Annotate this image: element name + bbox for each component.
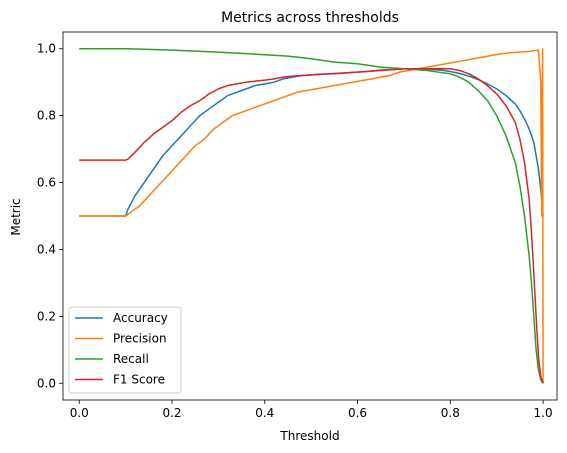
legend-items: Accuracy Precision Recall F1 Score xyxy=(75,311,168,387)
y-tick-label: 0.2 xyxy=(37,309,56,323)
series-line-recall xyxy=(79,47,544,384)
plot-lines xyxy=(79,47,544,384)
x-tick-label: 0.6 xyxy=(348,406,367,420)
y-tick-label: 0.6 xyxy=(37,176,56,190)
y-tick-label: 1.0 xyxy=(37,42,56,56)
x-tick-label: 0.8 xyxy=(441,406,460,420)
plot-frame xyxy=(62,31,558,401)
legend-label-accuracy: Accuracy xyxy=(113,311,168,325)
x-tick-label: 0.4 xyxy=(255,406,274,420)
legend-label-recall: Recall xyxy=(113,352,149,366)
x-tick-label: 0.2 xyxy=(162,406,181,420)
y-axis-label: Metric xyxy=(9,198,23,235)
legend-frame xyxy=(68,306,182,394)
legend-label-f1-score: F1 Score xyxy=(113,373,165,387)
y-axis-ticks: 0.0 0.2 0.4 0.6 0.8 1.0 xyxy=(37,42,63,390)
x-tick-label: 0.0 xyxy=(70,406,89,420)
y-tick-label: 0.0 xyxy=(37,376,56,390)
series-line-precision xyxy=(79,47,544,384)
legend: Accuracy Precision Recall F1 Score xyxy=(68,306,182,394)
x-axis-label: Threshold xyxy=(279,429,339,443)
y-tick-label: 0.4 xyxy=(37,242,56,256)
x-tick-label: 1.0 xyxy=(534,406,553,420)
legend-label-precision: Precision xyxy=(113,332,167,346)
series-line-accuracy xyxy=(79,68,544,217)
series-line-f1-score xyxy=(79,68,544,384)
x-axis-ticks: 0.0 0.2 0.4 0.6 0.8 1.0 xyxy=(70,400,553,420)
y-tick-label: 0.8 xyxy=(37,109,56,123)
chart-title: Metrics across thresholds xyxy=(221,10,399,26)
